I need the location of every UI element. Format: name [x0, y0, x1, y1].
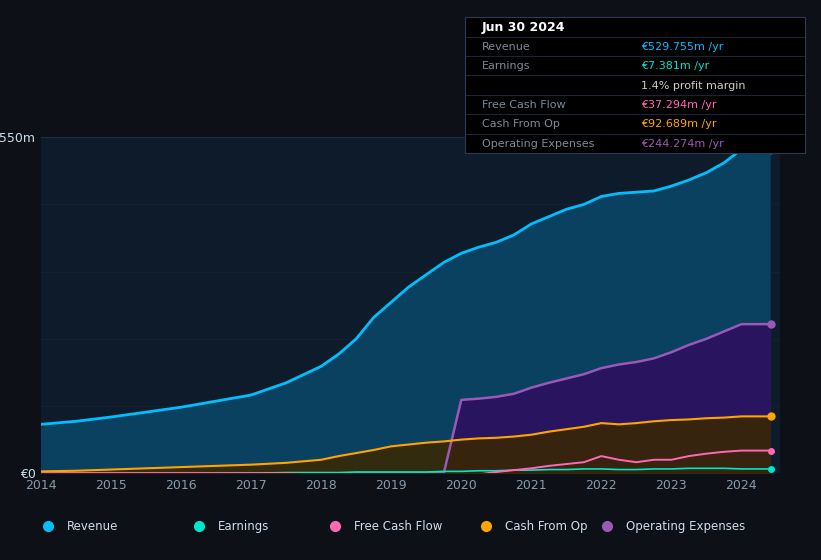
- Text: €37.294m /yr: €37.294m /yr: [641, 100, 717, 110]
- Text: €529.755m /yr: €529.755m /yr: [641, 42, 724, 52]
- Text: €92.689m /yr: €92.689m /yr: [641, 119, 717, 129]
- Text: Revenue: Revenue: [67, 520, 118, 533]
- Text: Earnings: Earnings: [482, 61, 530, 71]
- Text: Jun 30 2024: Jun 30 2024: [482, 21, 565, 34]
- Text: Earnings: Earnings: [218, 520, 269, 533]
- Text: Cash From Op: Cash From Op: [482, 119, 560, 129]
- Text: €7.381m /yr: €7.381m /yr: [641, 61, 709, 71]
- Text: 1.4% profit margin: 1.4% profit margin: [641, 81, 746, 91]
- Text: Operating Expenses: Operating Expenses: [626, 520, 745, 533]
- Text: Cash From Op: Cash From Op: [505, 520, 587, 533]
- Text: Free Cash Flow: Free Cash Flow: [354, 520, 443, 533]
- Text: Revenue: Revenue: [482, 42, 530, 52]
- Text: Free Cash Flow: Free Cash Flow: [482, 100, 566, 110]
- Text: Operating Expenses: Operating Expenses: [482, 138, 594, 148]
- Text: €244.274m /yr: €244.274m /yr: [641, 138, 724, 148]
